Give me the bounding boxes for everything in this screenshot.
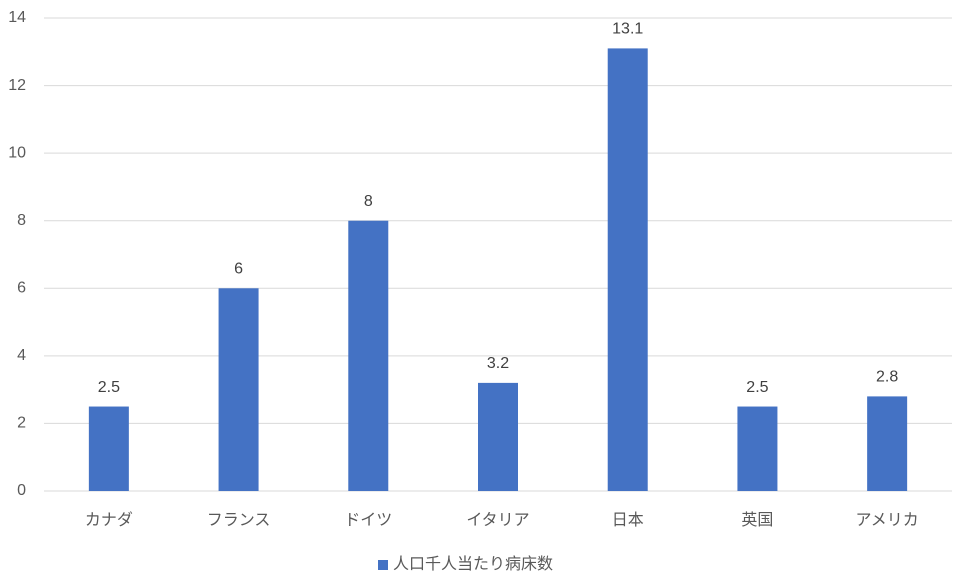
y-tick-label: 10: [8, 144, 26, 161]
legend-label: 人口千人当たり病床数: [393, 555, 553, 573]
bar: [88, 406, 129, 491]
y-tick-label: 6: [17, 280, 26, 297]
data-label: 2.5: [746, 379, 768, 396]
data-label: 2.5: [98, 379, 120, 396]
bar: [867, 396, 908, 491]
data-label: 8: [364, 193, 373, 210]
legend-swatch: [378, 560, 388, 570]
data-label: 13.1: [612, 21, 643, 38]
bar: [607, 48, 648, 492]
x-tick-label: ドイツ: [344, 512, 392, 529]
data-label: 2.8: [876, 369, 898, 386]
y-tick-label: 0: [17, 482, 26, 499]
x-tick-label: カナダ: [85, 511, 133, 529]
x-tick-label: 日本: [612, 511, 644, 529]
x-tick-label: アメリカ: [856, 512, 919, 529]
bar: [737, 406, 778, 491]
x-tick-label: フランス: [207, 512, 271, 529]
bar: [348, 220, 389, 491]
bar: [478, 382, 518, 491]
y-tick-label: 12: [8, 77, 26, 94]
bar: [218, 288, 259, 491]
data-label: 3.2: [487, 355, 509, 372]
y-tick-label: 2: [17, 415, 26, 432]
x-tick-label: 英国: [741, 511, 773, 529]
y-tick-label: 8: [17, 212, 26, 229]
x-tick-label: イタリア: [466, 511, 529, 529]
data-label: 6: [234, 261, 243, 278]
y-tick-label: 4: [17, 347, 26, 364]
y-tick-label: 14: [8, 9, 26, 26]
